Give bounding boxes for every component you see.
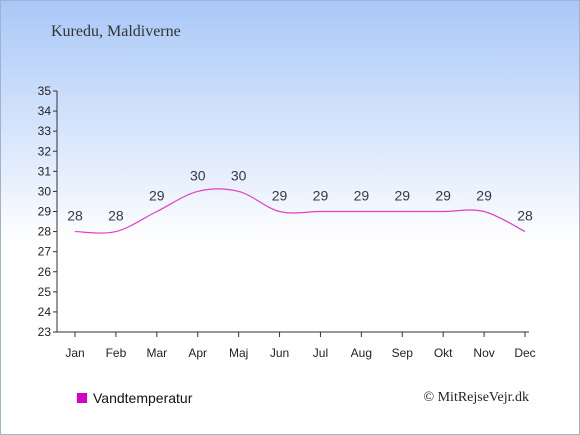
x-tick-label: Apr: [188, 346, 207, 360]
data-labels: 28 28 29 30 30 29 29 29 29 29 29 28: [67, 167, 533, 223]
x-tick-label: Feb: [106, 346, 127, 360]
y-tick-label: 24: [38, 305, 52, 319]
x-tick-label: Maj: [229, 346, 248, 360]
series-line: [74, 188, 526, 234]
data-label: 29: [313, 188, 329, 204]
y-tick-label: 25: [38, 285, 52, 299]
chart-title: Kuredu, Maldiverne: [51, 23, 181, 40]
x-tick-label: Jan: [65, 346, 84, 360]
y-tick-label: 23: [38, 325, 52, 339]
data-label: 29: [476, 188, 492, 204]
data-label: 29: [272, 188, 288, 204]
data-label: 28: [67, 208, 83, 224]
data-label: 28: [517, 208, 533, 224]
y-tick-label: 35: [38, 84, 52, 98]
legend-swatch: [77, 393, 87, 403]
data-label: 29: [354, 188, 370, 204]
y-tick-label: 32: [38, 144, 52, 158]
x-tick-label: Nov: [473, 346, 494, 360]
y-tick-label: 31: [38, 164, 52, 178]
y-tick-label: 27: [38, 245, 52, 259]
y-tick-label: 33: [38, 124, 52, 138]
credit-text: © MitRejseVejr.dk: [423, 390, 529, 405]
x-tick-label: Aug: [351, 346, 372, 360]
x-tick-label: Sep: [392, 346, 414, 360]
series-layer: [74, 188, 526, 234]
axes: 23 24 25 26 27 28 29 30 31 32 33 34 35 Jan Feb Mar Apr Ma…: [38, 84, 536, 360]
x-tick-label: Okt: [434, 346, 453, 360]
y-tick-label: 29: [38, 205, 52, 219]
x-tick-label: Jun: [270, 346, 289, 360]
x-tick-label: Jul: [313, 346, 328, 360]
data-label: 29: [435, 188, 451, 204]
x-tick-label: Mar: [146, 346, 167, 360]
legend-label: Vandtemperatur: [93, 390, 193, 406]
legend: Vandtemperatur: [77, 390, 192, 406]
data-label: 29: [394, 188, 410, 204]
y-tick-label: 34: [38, 104, 52, 118]
data-label: 30: [190, 167, 206, 183]
data-label: 28: [108, 208, 124, 224]
y-tick-label: 28: [38, 225, 52, 239]
data-label: 29: [149, 188, 165, 204]
x-tick-label: Dec: [514, 346, 535, 360]
data-label: 30: [231, 167, 247, 183]
y-tick-label: 26: [38, 265, 52, 279]
y-tick-label: 30: [38, 184, 52, 198]
